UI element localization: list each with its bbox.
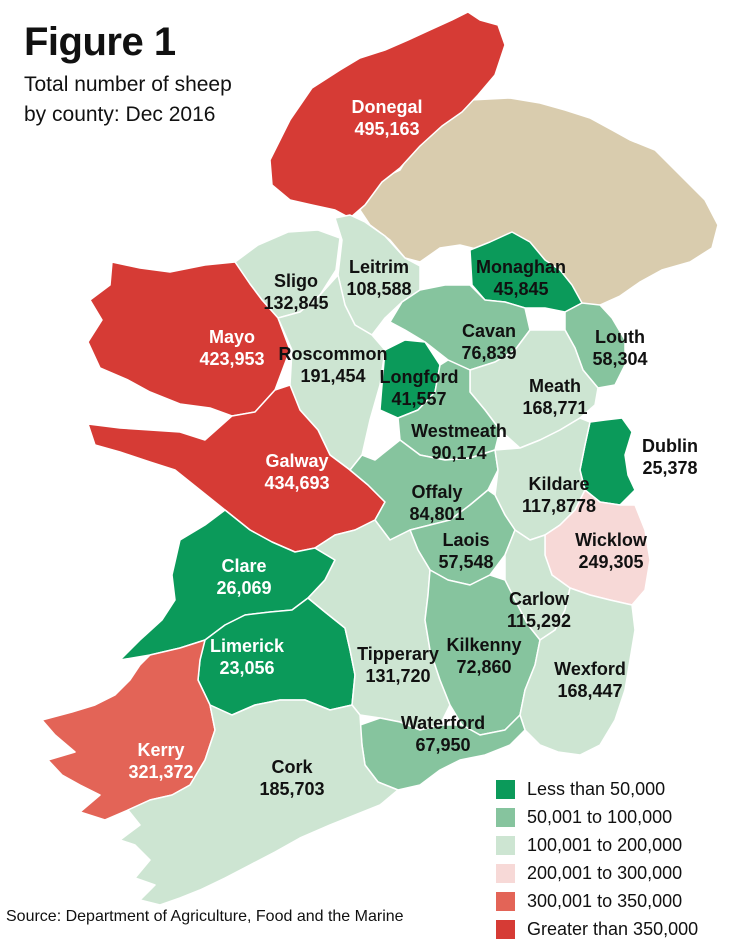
county-value-sligo: 132,845 <box>263 293 328 313</box>
county-label-cavan: Cavan <box>462 321 516 341</box>
legend-item: 100,001 to 200,000 <box>496 831 698 859</box>
county-value-wexford: 168,447 <box>557 681 622 701</box>
county-label-roscommon: Roscommon <box>278 344 387 364</box>
county-cork <box>119 699 399 906</box>
source-note: Source: Department of Agriculture, Food … <box>6 908 404 925</box>
legend-item: 300,001 to 350,000 <box>496 887 698 915</box>
legend-item: Greater than 350,000 <box>496 915 698 943</box>
legend-item: 50,001 to 100,000 <box>496 803 698 831</box>
county-regions <box>41 11 719 906</box>
county-label-louth: Louth <box>595 327 645 347</box>
subtitle-line-1: Total number of sheep <box>24 73 232 96</box>
legend-label: 200,001 to 300,000 <box>527 862 683 883</box>
county-value-roscommon: 191,454 <box>300 366 365 386</box>
county-value-meath: 168,771 <box>522 398 587 418</box>
county-label-galway: Galway <box>265 451 328 471</box>
county-value-monaghan: 45,845 <box>493 279 548 299</box>
county-donegal <box>269 11 506 219</box>
county-label-sligo: Sligo <box>274 271 318 291</box>
county-label-longford: Longford <box>380 367 459 387</box>
county-value-laois: 57,548 <box>438 552 493 572</box>
county-value-cavan: 76,839 <box>461 343 516 363</box>
legend-label: 100,001 to 200,000 <box>527 834 683 855</box>
legend-swatch <box>496 835 515 855</box>
county-value-mayo: 423,953 <box>199 349 264 369</box>
county-label-carlow: Carlow <box>509 589 570 609</box>
legend-label: 300,001 to 350,000 <box>527 890 683 911</box>
county-value-limerick: 23,056 <box>219 658 274 678</box>
county-value-kerry: 321,372 <box>128 762 193 782</box>
county-label-cork: Cork <box>271 757 313 777</box>
legend-swatch <box>496 919 515 939</box>
county-label-kildare: Kildare <box>528 474 589 494</box>
county-value-donegal: 495,163 <box>354 119 419 139</box>
county-label-waterford: Waterford <box>401 713 485 733</box>
county-label-kerry: Kerry <box>137 740 184 760</box>
county-label-westmeath: Westmeath <box>411 421 507 441</box>
county-value-longford: 41,557 <box>391 389 446 409</box>
legend-label: Greater than 350,000 <box>527 918 699 939</box>
county-label-donegal: Donegal <box>351 97 422 117</box>
county-value-kildare: 117,8778 <box>522 496 596 516</box>
county-label-tipperary: Tipperary <box>357 644 439 664</box>
county-value-galway: 434,693 <box>264 473 329 493</box>
legend-label: Less than 50,000 <box>527 778 666 799</box>
county-value-dublin: 25,378 <box>642 458 697 478</box>
county-value-clare: 26,069 <box>216 578 271 598</box>
county-label-wexford: Wexford <box>554 659 626 679</box>
county-value-tipperary: 131,720 <box>365 666 430 686</box>
county-label-offaly: Offaly <box>411 482 462 502</box>
figure-title: Figure 1 <box>24 20 176 64</box>
legend-item: 200,001 to 300,000 <box>496 859 698 887</box>
county-label-kilkenny: Kilkenny <box>446 635 521 655</box>
county-label-mayo: Mayo <box>209 327 255 347</box>
legend-swatch <box>496 779 515 799</box>
county-label-dublin: Dublin <box>642 436 698 456</box>
county-value-wicklow: 249,305 <box>578 552 643 572</box>
county-value-louth: 58,304 <box>592 349 647 369</box>
county-value-carlow: 115,292 <box>507 611 571 631</box>
figure-subtitle: Total number of sheep by county: Dec 201… <box>24 70 232 130</box>
county-label-meath: Meath <box>529 376 581 396</box>
legend-swatch <box>496 891 515 911</box>
county-value-westmeath: 90,174 <box>431 443 486 463</box>
legend-swatch <box>496 863 515 883</box>
county-value-cork: 185,703 <box>259 779 324 799</box>
county-kerry <box>41 639 216 821</box>
county-label-wicklow: Wicklow <box>575 530 648 550</box>
county-value-kilkenny: 72,860 <box>456 657 511 677</box>
county-label-laois: Laois <box>442 530 489 550</box>
legend: Less than 50,000 50,001 to 100,000 100,001… <box>496 775 698 943</box>
county-label-leitrim: Leitrim <box>349 257 409 277</box>
county-value-offaly: 84,801 <box>409 504 464 524</box>
legend-swatch <box>496 807 515 827</box>
subtitle-line-2: by county: Dec 2016 <box>24 103 216 126</box>
county-label-clare: Clare <box>221 556 266 576</box>
county-label-limerick: Limerick <box>210 636 285 656</box>
legend-label: 50,001 to 100,000 <box>527 806 673 827</box>
county-value-waterford: 67,950 <box>415 735 470 755</box>
county-value-leitrim: 108,588 <box>346 279 411 299</box>
legend-item: Less than 50,000 <box>496 775 698 803</box>
county-label-monaghan: Monaghan <box>476 257 566 277</box>
